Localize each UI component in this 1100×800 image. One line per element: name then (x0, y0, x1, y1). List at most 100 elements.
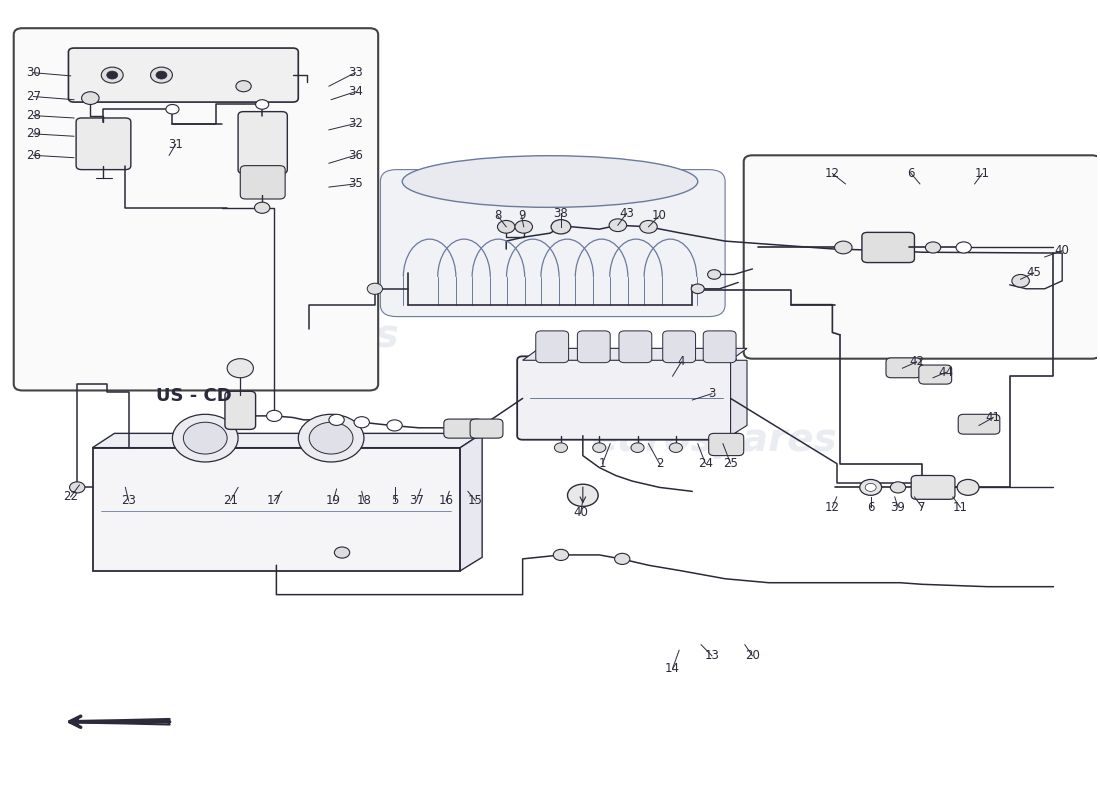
Polygon shape (522, 348, 747, 360)
Circle shape (334, 547, 350, 558)
FancyBboxPatch shape (911, 475, 955, 499)
Text: 9: 9 (518, 209, 526, 222)
Text: 24: 24 (697, 457, 713, 470)
Circle shape (151, 67, 173, 83)
Circle shape (329, 414, 344, 426)
FancyBboxPatch shape (886, 358, 921, 378)
Circle shape (957, 479, 979, 495)
Circle shape (298, 414, 364, 462)
Circle shape (860, 479, 881, 495)
Text: US - CD: US - CD (156, 387, 232, 405)
Text: 31: 31 (168, 138, 183, 150)
Text: eurospares: eurospares (154, 318, 399, 355)
FancyBboxPatch shape (703, 331, 736, 362)
Circle shape (69, 482, 85, 493)
Text: 28: 28 (26, 109, 41, 122)
Text: 16: 16 (439, 494, 453, 507)
Ellipse shape (403, 156, 697, 207)
Circle shape (254, 202, 270, 214)
Circle shape (553, 550, 569, 561)
FancyBboxPatch shape (862, 232, 914, 262)
FancyBboxPatch shape (708, 434, 744, 456)
Text: 34: 34 (348, 86, 363, 98)
Text: 8: 8 (494, 209, 502, 222)
Text: 32: 32 (348, 117, 363, 130)
Text: 45: 45 (1026, 266, 1042, 279)
Circle shape (551, 220, 571, 234)
Circle shape (266, 410, 282, 422)
FancyBboxPatch shape (536, 331, 569, 362)
Circle shape (166, 105, 179, 114)
FancyBboxPatch shape (662, 331, 695, 362)
Circle shape (866, 483, 876, 491)
Text: 36: 36 (348, 149, 363, 162)
Circle shape (101, 67, 123, 83)
Text: 38: 38 (553, 207, 569, 220)
Text: 10: 10 (652, 209, 667, 222)
Circle shape (707, 270, 721, 279)
Circle shape (367, 283, 383, 294)
Text: 12: 12 (825, 501, 840, 514)
Circle shape (609, 219, 627, 231)
FancyBboxPatch shape (68, 48, 298, 102)
Text: 3: 3 (708, 387, 716, 400)
Text: 44: 44 (938, 366, 954, 378)
Circle shape (497, 221, 515, 233)
FancyBboxPatch shape (238, 112, 287, 174)
Circle shape (309, 422, 353, 454)
FancyBboxPatch shape (619, 331, 652, 362)
Polygon shape (92, 448, 460, 571)
Text: 39: 39 (891, 501, 905, 514)
Text: 25: 25 (723, 457, 738, 470)
FancyBboxPatch shape (224, 391, 255, 430)
Text: 14: 14 (666, 662, 680, 675)
Text: eurospares: eurospares (592, 421, 837, 458)
FancyBboxPatch shape (958, 414, 1000, 434)
Circle shape (227, 358, 253, 378)
Circle shape (515, 221, 532, 233)
FancyBboxPatch shape (443, 419, 482, 438)
Circle shape (925, 242, 940, 253)
Text: 30: 30 (26, 66, 41, 79)
Text: 6: 6 (867, 501, 875, 514)
Circle shape (255, 100, 268, 110)
Text: 2: 2 (656, 457, 663, 470)
Circle shape (107, 71, 118, 79)
Text: 40: 40 (573, 506, 588, 519)
Circle shape (615, 554, 630, 565)
Text: 11: 11 (975, 167, 990, 180)
FancyBboxPatch shape (13, 28, 378, 390)
Circle shape (640, 221, 658, 233)
Circle shape (956, 242, 971, 253)
Text: eurospares: eurospares (154, 318, 399, 355)
Text: 18: 18 (356, 494, 372, 507)
Circle shape (1012, 274, 1030, 287)
Text: 1: 1 (598, 457, 606, 470)
Circle shape (835, 241, 852, 254)
Circle shape (235, 81, 251, 92)
Text: 6: 6 (908, 167, 915, 180)
FancyBboxPatch shape (517, 356, 736, 440)
Text: 40: 40 (1055, 244, 1069, 257)
Text: 29: 29 (26, 127, 41, 140)
Circle shape (554, 443, 568, 453)
Circle shape (691, 284, 704, 294)
Circle shape (631, 443, 645, 453)
Text: 21: 21 (223, 494, 238, 507)
Circle shape (173, 414, 238, 462)
FancyBboxPatch shape (76, 118, 131, 170)
Text: 17: 17 (266, 494, 282, 507)
Polygon shape (460, 434, 482, 571)
Circle shape (156, 71, 167, 79)
FancyBboxPatch shape (744, 155, 1100, 358)
Text: 35: 35 (348, 178, 363, 190)
Polygon shape (92, 434, 482, 448)
FancyBboxPatch shape (578, 331, 610, 362)
Text: 5: 5 (390, 494, 398, 507)
Circle shape (184, 422, 227, 454)
Text: 33: 33 (348, 66, 363, 79)
Text: 23: 23 (121, 494, 136, 507)
Circle shape (81, 92, 99, 105)
Text: 15: 15 (469, 494, 483, 507)
Text: 4: 4 (678, 355, 685, 368)
